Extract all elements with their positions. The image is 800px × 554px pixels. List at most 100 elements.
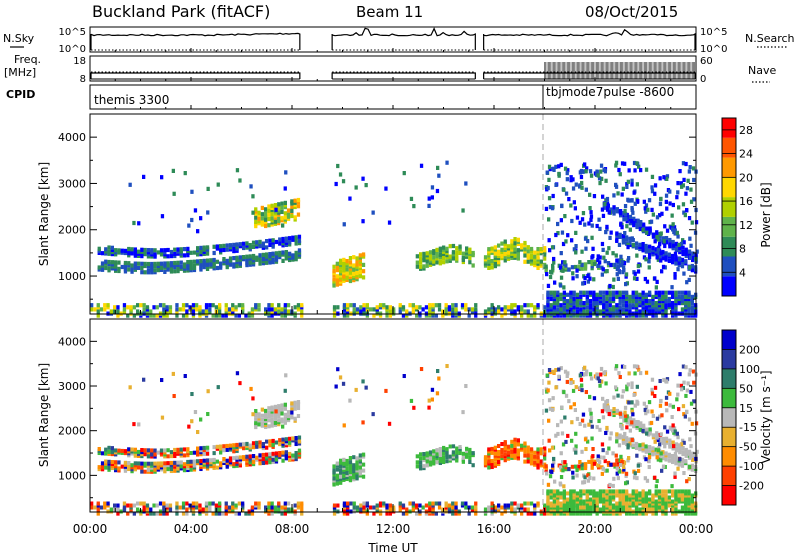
power-cell bbox=[664, 257, 668, 262]
power-cell bbox=[506, 250, 511, 255]
power-cell bbox=[286, 303, 291, 308]
power-cell bbox=[270, 203, 274, 208]
power-cell bbox=[221, 313, 225, 318]
power-cell bbox=[668, 189, 672, 194]
power-cell bbox=[283, 186, 287, 191]
x-tick-label: 08:00 bbox=[275, 522, 310, 536]
power-cell bbox=[602, 205, 606, 210]
velocity-cell bbox=[189, 451, 193, 456]
power-cell bbox=[623, 161, 627, 166]
velocity-cell bbox=[616, 464, 620, 469]
power-cell bbox=[674, 241, 679, 246]
velocity-cell bbox=[204, 501, 209, 506]
power-cell bbox=[676, 190, 680, 195]
power-cell bbox=[503, 241, 507, 246]
power-cell bbox=[644, 209, 648, 214]
velocity-cell bbox=[169, 460, 174, 465]
velocity-cell bbox=[691, 457, 695, 462]
power-cell bbox=[346, 313, 350, 318]
velocity-cell bbox=[592, 489, 596, 494]
power-cell bbox=[644, 257, 648, 262]
velocity-cell bbox=[352, 505, 356, 510]
power-cell bbox=[165, 313, 169, 318]
velocity-cell bbox=[658, 379, 662, 384]
velocity-cell bbox=[378, 501, 383, 506]
power-cell bbox=[545, 272, 549, 277]
velocity-cell bbox=[636, 468, 641, 473]
velocity-cell bbox=[281, 437, 285, 442]
power-cell bbox=[588, 290, 593, 295]
velocity-cell bbox=[552, 493, 557, 498]
power-cell bbox=[250, 313, 255, 318]
velocity-cell bbox=[113, 503, 117, 508]
velocity-cell bbox=[158, 511, 163, 516]
power-cell bbox=[571, 186, 576, 191]
power-cell bbox=[605, 250, 609, 255]
velocity-cell bbox=[435, 391, 440, 396]
velocity-cell bbox=[277, 418, 281, 423]
velocity-cell bbox=[559, 501, 563, 506]
velocity-cell bbox=[454, 511, 458, 516]
velocity-cell bbox=[122, 505, 127, 510]
velocity-cell bbox=[601, 415, 606, 420]
power-cell bbox=[401, 313, 406, 318]
velocity-cell bbox=[645, 427, 649, 432]
velocity-cell bbox=[258, 440, 262, 445]
power-cell bbox=[281, 241, 285, 246]
velocity-cell bbox=[569, 511, 573, 516]
velocity-cell bbox=[506, 503, 511, 508]
power-cell bbox=[441, 309, 445, 314]
velocity-cell bbox=[163, 461, 167, 466]
velocity-cell bbox=[242, 442, 246, 447]
velocity-cell bbox=[503, 458, 507, 463]
velocity-cell bbox=[564, 439, 568, 444]
velocity-cell bbox=[483, 455, 488, 460]
power-cell bbox=[684, 161, 688, 167]
power-cell bbox=[612, 205, 616, 210]
power-cell bbox=[614, 253, 618, 258]
power-cell bbox=[176, 249, 180, 254]
velocity-cell bbox=[523, 501, 527, 506]
velocity-cell bbox=[641, 428, 645, 433]
power-cell bbox=[604, 230, 608, 235]
colorbar-cell bbox=[722, 197, 736, 217]
velocity-cell bbox=[615, 511, 619, 516]
velocity-cell bbox=[581, 480, 585, 485]
velocity-cell bbox=[631, 443, 635, 448]
power-cell bbox=[192, 259, 197, 264]
velocity-cell bbox=[690, 493, 694, 498]
power-cell bbox=[620, 192, 624, 197]
velocity-cell bbox=[585, 489, 589, 494]
velocity-cell bbox=[470, 505, 475, 510]
velocity-cell bbox=[618, 489, 622, 494]
velocity-cell bbox=[461, 451, 465, 456]
power-cell bbox=[254, 211, 258, 216]
velocity-cell bbox=[437, 505, 442, 510]
velocity-cell bbox=[143, 448, 147, 453]
power-cell bbox=[435, 188, 440, 194]
power-cell bbox=[267, 307, 271, 312]
power-cell bbox=[648, 299, 652, 304]
power-cell bbox=[208, 303, 212, 308]
velocity-cell bbox=[219, 461, 223, 466]
power-cell bbox=[625, 281, 629, 286]
velocity-cell bbox=[671, 489, 675, 494]
power-cell bbox=[402, 171, 406, 176]
power-cell bbox=[636, 218, 640, 223]
power-cell bbox=[578, 183, 582, 188]
velocity-cell bbox=[186, 447, 190, 452]
power-cell bbox=[622, 261, 627, 266]
noise-traces bbox=[89, 27, 697, 109]
velocity-cell bbox=[364, 385, 368, 390]
velocity-cell bbox=[293, 400, 297, 405]
velocity-cell bbox=[339, 458, 343, 463]
velocity-cell bbox=[638, 511, 642, 516]
power-cell bbox=[630, 198, 634, 203]
velocity-cell bbox=[179, 447, 183, 452]
velocity-cell bbox=[556, 431, 560, 436]
power-cell bbox=[648, 290, 652, 295]
velocity-cell bbox=[614, 453, 618, 458]
velocity-cell bbox=[675, 397, 679, 402]
velocity-cell bbox=[598, 383, 602, 388]
